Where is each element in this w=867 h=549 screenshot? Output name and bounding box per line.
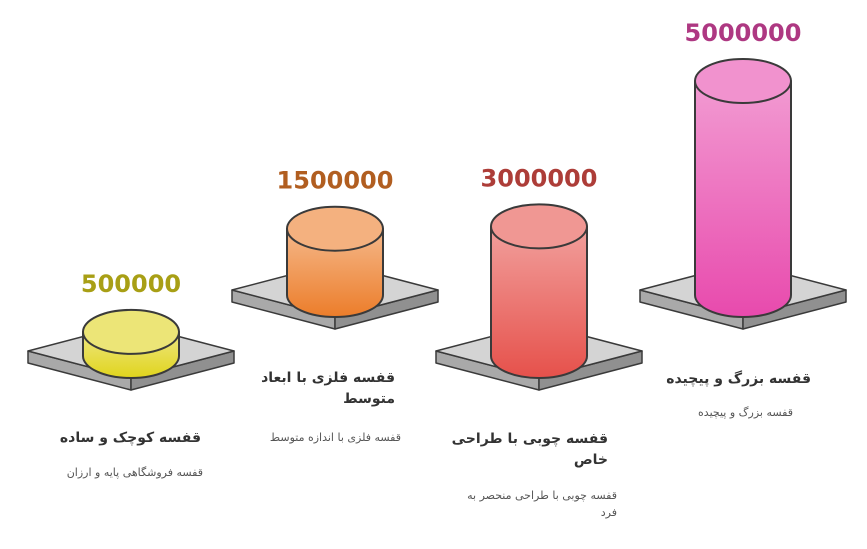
value-label-1: 500000 (81, 270, 181, 298)
category-label-2: قفسه فلزی با ابعاد متوسط (261, 370, 395, 407)
category-label-4: قفسه بزرگ و پیچیده (666, 371, 811, 387)
cylinder-top-4 (694, 58, 792, 104)
value-label-2: 1500000 (277, 167, 394, 195)
cylinder-top-3 (490, 203, 588, 250)
cylinder-body-2 (286, 227, 384, 318)
value-label-4: 5000000 (685, 19, 802, 47)
cylinder-top-2 (286, 205, 384, 252)
category-desc-3: قفسه چوبی با طراحی منحصر به فرد (467, 489, 617, 519)
category-label-3: قفسه چوبی با طراحی خاص (451, 431, 608, 468)
cylinder-body-4 (694, 80, 792, 318)
category-desc-1: قفسه فروشگاهی پایه و ارزان (66, 466, 203, 479)
category-desc-4: قفسه بزرگ و پیچیده (698, 406, 793, 419)
cylinder-top-1 (82, 308, 180, 355)
value-label-3: 3000000 (481, 164, 598, 192)
cylinder-body-3 (490, 225, 588, 379)
category-label-1: قفسه کوچک و ساده (59, 430, 201, 446)
category-desc-2: قفسه فلزی با اندازه متوسط (269, 431, 401, 444)
